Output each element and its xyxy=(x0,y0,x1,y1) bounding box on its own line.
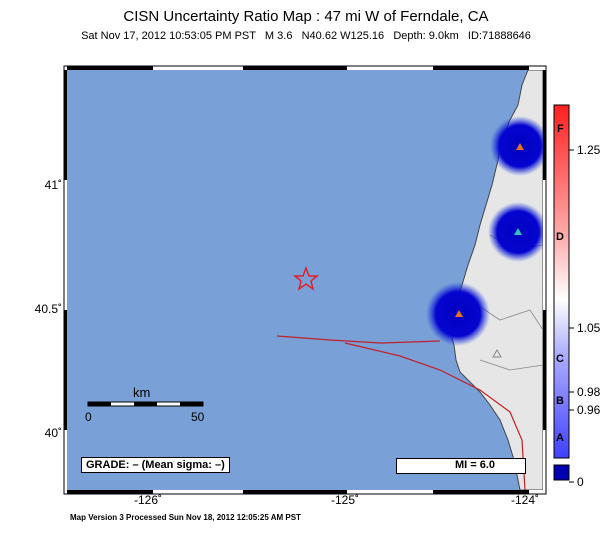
lat-label: 40˚ xyxy=(44,426,62,440)
lat-label: 41˚ xyxy=(44,178,62,192)
intensity-legend-text: MI = 6.0 xyxy=(455,459,496,471)
colorbar-value: 0.98 xyxy=(577,385,601,399)
grade-letter: B xyxy=(556,395,564,407)
fault-line xyxy=(276,335,441,344)
lon-label: -125˚ xyxy=(330,493,359,507)
station-triangle xyxy=(514,228,522,235)
station-triangle xyxy=(492,348,502,358)
colorbar-value: 0 xyxy=(577,475,584,489)
processing-footer: Map Version 3 Processed Sun Nov 18, 2012… xyxy=(70,513,301,522)
colorbar xyxy=(553,104,570,459)
grade-box: GRADE: – (Mean sigma: –) xyxy=(81,457,230,473)
fault-line xyxy=(344,342,526,490)
grade-letter: C xyxy=(556,353,564,365)
station-uncertainty-2 xyxy=(488,202,543,262)
station-uncertainty-1 xyxy=(490,116,543,176)
intensity-legend-box: MI = 6.0 xyxy=(396,458,526,474)
colorbar-zero-box xyxy=(553,464,570,481)
scale-unit: km xyxy=(133,385,151,400)
grade-letter: D xyxy=(556,231,564,243)
lon-label: -124˚ xyxy=(510,493,539,507)
grade-letter: F xyxy=(557,123,564,135)
scale-bar xyxy=(87,401,204,407)
event-details: Sat Nov 17, 2012 10:53:05 PM PST M 3.6 N… xyxy=(81,30,531,42)
colorbar-value: 0.96 xyxy=(577,403,601,417)
map-frame xyxy=(64,66,546,494)
scale-start: 0 xyxy=(85,410,92,424)
scale-end: 50 xyxy=(191,410,205,424)
station-triangle xyxy=(455,310,463,317)
epicenter-star-icon xyxy=(292,265,320,291)
map-title: CISN Uncertainty Ratio Map : 47 mi W of … xyxy=(123,8,489,25)
grade-letter: A xyxy=(556,432,564,444)
colorbar-value: 1.05 xyxy=(577,321,601,335)
lon-label: -126˚ xyxy=(133,493,162,507)
colorbar-value: 1.25 xyxy=(577,143,601,157)
lat-label: 40.5˚ xyxy=(34,302,62,316)
station-triangle xyxy=(516,143,524,150)
